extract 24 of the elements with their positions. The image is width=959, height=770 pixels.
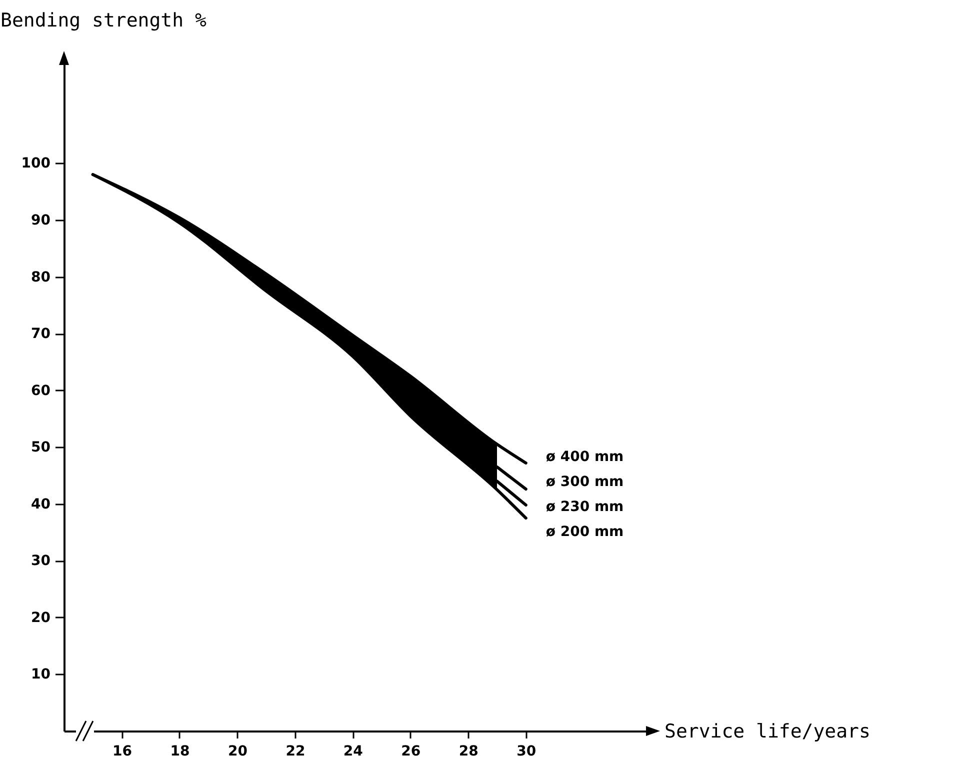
series-label: ø 300 mm bbox=[546, 474, 624, 490]
y-tick-label: 70 bbox=[31, 326, 51, 342]
y-tick-label: 10 bbox=[31, 666, 51, 683]
y-tick-label: 100 bbox=[21, 156, 51, 172]
y-tick-label: 50 bbox=[31, 440, 51, 456]
x-tick-label: 26 bbox=[401, 744, 421, 760]
x-tick-label: 24 bbox=[343, 744, 364, 760]
y-tick-label: 40 bbox=[31, 496, 51, 512]
series-label: ø 200 mm bbox=[546, 524, 624, 540]
y-tick-label: 60 bbox=[31, 382, 51, 399]
y-tick-label: 90 bbox=[31, 212, 51, 228]
y-tick-label: 30 bbox=[31, 553, 51, 570]
y-tick-label: 80 bbox=[31, 269, 51, 286]
x-tick-label: 30 bbox=[516, 744, 536, 760]
x-tick-label: 16 bbox=[112, 744, 132, 760]
y-tick-label: 20 bbox=[31, 610, 51, 626]
series-label: ø 230 mm bbox=[546, 499, 624, 515]
x-tick-label: 22 bbox=[286, 744, 306, 760]
x-tick-label: 20 bbox=[228, 744, 248, 760]
x-axis-title: Service life/years bbox=[664, 720, 870, 742]
series-label: ø 400 mm bbox=[546, 449, 624, 465]
x-tick-label: 18 bbox=[170, 744, 190, 760]
y-axis-title: Bending strength % bbox=[0, 10, 207, 32]
x-tick-label: 28 bbox=[458, 744, 478, 760]
